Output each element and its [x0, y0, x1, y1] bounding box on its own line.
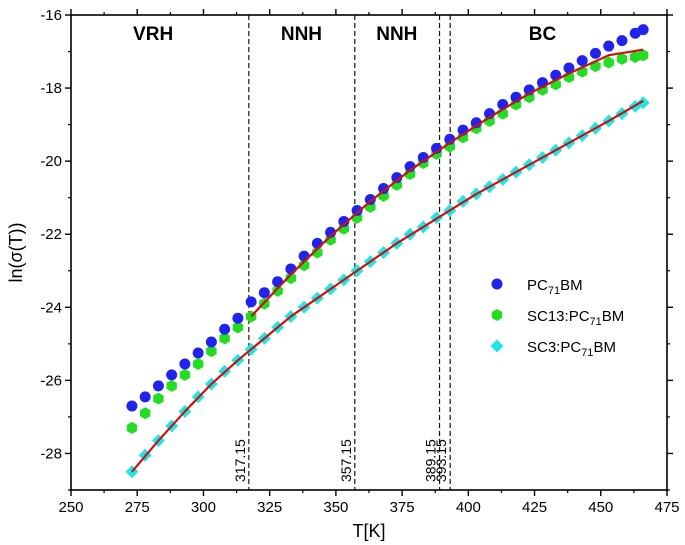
data-point	[378, 183, 390, 195]
data-point	[258, 287, 270, 299]
x-tick-label: 325	[257, 499, 282, 516]
y-tick-label: -22	[40, 226, 62, 243]
legend-label-tail: BM	[593, 339, 616, 356]
y-axis-title: ln(σ(T))	[6, 222, 26, 282]
legend-label-subscript: 71	[548, 285, 560, 297]
fit-pc71bm-line	[250, 48, 644, 318]
data-point	[126, 421, 138, 434]
data-point	[637, 24, 649, 36]
data-point	[603, 40, 615, 52]
legend-label-main: SC13:PC	[527, 308, 590, 325]
data-point	[298, 250, 310, 262]
data-point	[245, 296, 257, 308]
data-point	[192, 357, 204, 370]
legend-marker	[490, 339, 504, 353]
data-point	[166, 379, 177, 392]
boundary-label: 389.15	[423, 439, 439, 482]
data-point	[630, 51, 641, 64]
data-point	[219, 332, 230, 345]
legend-label-main: SC3:PC	[527, 339, 581, 356]
data-point	[166, 369, 178, 381]
data-point	[192, 347, 204, 359]
y-tick-label: -16	[40, 7, 62, 24]
data-point	[391, 172, 403, 184]
data-point	[206, 345, 217, 358]
data-point	[285, 272, 297, 285]
data-point	[179, 358, 191, 370]
data-point	[351, 204, 363, 216]
data-point	[232, 312, 244, 324]
region-label: NNH	[281, 24, 322, 45]
region-label: BC	[529, 24, 557, 45]
x-tick-label: 400	[456, 499, 481, 516]
legend-label-tail: BM	[560, 277, 583, 294]
legend-label-subscript: 71	[590, 316, 602, 328]
data-point	[139, 407, 151, 420]
data-point	[153, 392, 164, 405]
data-point	[636, 96, 650, 110]
region-label: NNH	[376, 24, 417, 45]
boundary-label: 393.15	[433, 439, 449, 482]
legend-label-main: PC	[527, 277, 548, 294]
data-point	[616, 52, 628, 65]
x-tick-label: 350	[323, 499, 348, 516]
legend-label: SC13:PC71BM	[527, 308, 624, 328]
data-point	[139, 391, 151, 403]
legend-label: PC71BM	[527, 277, 583, 297]
y-tick-label: -20	[40, 153, 62, 170]
region-label: VRH	[133, 24, 173, 45]
data-point	[576, 55, 588, 67]
data-point	[338, 215, 350, 227]
data-point	[298, 259, 310, 272]
data-point	[205, 336, 217, 348]
boundary-label: 357.15	[338, 439, 354, 482]
data-point	[285, 263, 297, 275]
data-point	[325, 226, 337, 238]
data-point	[616, 35, 628, 47]
x-tick-label: 475	[654, 499, 679, 516]
legend-label-tail: BM	[602, 308, 625, 325]
data-point	[589, 47, 601, 59]
legend-marker	[491, 309, 503, 321]
x-tick-label: 300	[191, 499, 216, 516]
legend-label-subscript: 71	[581, 347, 593, 359]
x-axis-title: T[K]	[352, 521, 385, 541]
legend-marker	[491, 278, 503, 290]
data-point	[152, 380, 164, 392]
legend-label: SC3:PC71BM	[527, 339, 616, 359]
x-tick-label: 250	[58, 499, 83, 516]
data-point	[312, 246, 323, 259]
data-point	[637, 49, 649, 62]
fit-sc3-pc71bm-line	[131, 99, 644, 473]
y-tick-label: -24	[40, 299, 62, 316]
x-tick-label: 275	[125, 499, 150, 516]
data-point	[470, 117, 482, 129]
data-point	[126, 400, 138, 412]
axis-ticks: 250 275 300 325 350 375 400 425 450 475 -28 -26 -24 -…	[40, 7, 679, 516]
y-tick-label: -18	[40, 80, 62, 97]
plot-frame	[70, 14, 668, 491]
y-tick-label: -26	[40, 372, 62, 389]
x-tick-label: 425	[522, 499, 547, 516]
data-point	[603, 56, 614, 69]
x-tick-label: 450	[588, 499, 613, 516]
data-point	[364, 194, 376, 206]
data-point	[311, 237, 323, 249]
data-point	[272, 284, 283, 297]
y-tick-label: -28	[40, 445, 62, 462]
x-tick-label: 375	[390, 499, 415, 516]
data-point	[563, 62, 575, 74]
boundary-label: 317.15	[232, 439, 248, 482]
data-point	[179, 368, 191, 381]
data-point	[219, 323, 231, 335]
data-point	[232, 321, 244, 334]
series-sc13-pc71bm	[126, 49, 649, 434]
